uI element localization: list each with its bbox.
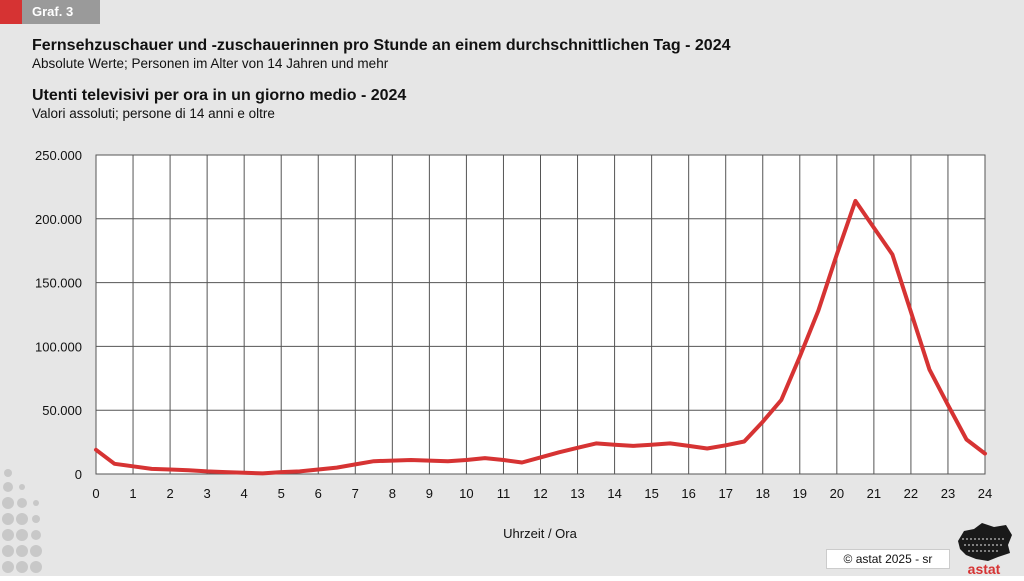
south-tyrol-map-icon (958, 523, 1012, 561)
y-tick-label: 100.000 (35, 339, 82, 354)
x-tick-label: 20 (830, 486, 844, 501)
y-tick-label: 0 (75, 467, 82, 482)
y-tick-label: 200.000 (35, 212, 82, 227)
subtitle-de: Absolute Werte; Personen im Alter von 14… (32, 56, 389, 71)
y-tick-label: 150.000 (35, 276, 82, 291)
x-tick-label: 21 (867, 486, 881, 501)
x-tick-label: 0 (92, 486, 99, 501)
x-tick-label: 19 (793, 486, 807, 501)
x-tick-label: 23 (941, 486, 955, 501)
series-line (94, 198, 987, 476)
x-tick-label: 5 (278, 486, 285, 501)
x-tick-label: 18 (756, 486, 770, 501)
title-it: Utenti televisivi per ora in un giorno m… (32, 87, 407, 104)
decorative-dots (2, 469, 42, 573)
x-tick-label: 12 (533, 486, 547, 501)
subtitle-it: Valori assoluti; persone di 14 anni e ol… (32, 106, 275, 121)
astat-logo: astat (954, 521, 1014, 577)
logo-text: astat (967, 561, 1001, 577)
x-tick-label: 17 (718, 486, 732, 501)
y-tick-label: 250.000 (35, 148, 82, 163)
x-tick-label: 13 (570, 486, 584, 501)
x-tick-label: 6 (315, 486, 322, 501)
x-tick-label: 9 (426, 486, 433, 501)
x-tick-label: 2 (166, 486, 173, 501)
x-tick-label: 1 (129, 486, 136, 501)
x-tick-label: 11 (497, 486, 511, 501)
y-tick-label: 50.000 (42, 403, 82, 418)
x-tick-label: 15 (644, 486, 658, 501)
graph-tag-accent (0, 0, 22, 24)
x-tick-label: 22 (904, 486, 918, 501)
x-tick-label: 14 (607, 486, 621, 501)
x-tick-label: 24 (978, 486, 992, 501)
x-axis-label: Uhrzeit / Ora (503, 526, 577, 541)
copyright-credit: © astat 2025 - sr (826, 549, 950, 569)
x-tick-label: 7 (352, 486, 359, 501)
line-chart: 0 1 2 3 4 5 6 7 8 9 10 11 12 13 14 15 16 17 18 19 20 21 22 23 24… (35, 148, 992, 541)
title-de: Fernsehzuschauer und -zuschauerinnen pro… (32, 37, 731, 54)
x-tick-label: 4 (241, 486, 248, 501)
x-tick-label: 16 (681, 486, 695, 501)
bottom-bar (0, 576, 1024, 581)
x-tick-label: 10 (459, 486, 473, 501)
x-tick-label: 8 (389, 486, 396, 501)
x-tick-label: 3 (204, 486, 211, 501)
